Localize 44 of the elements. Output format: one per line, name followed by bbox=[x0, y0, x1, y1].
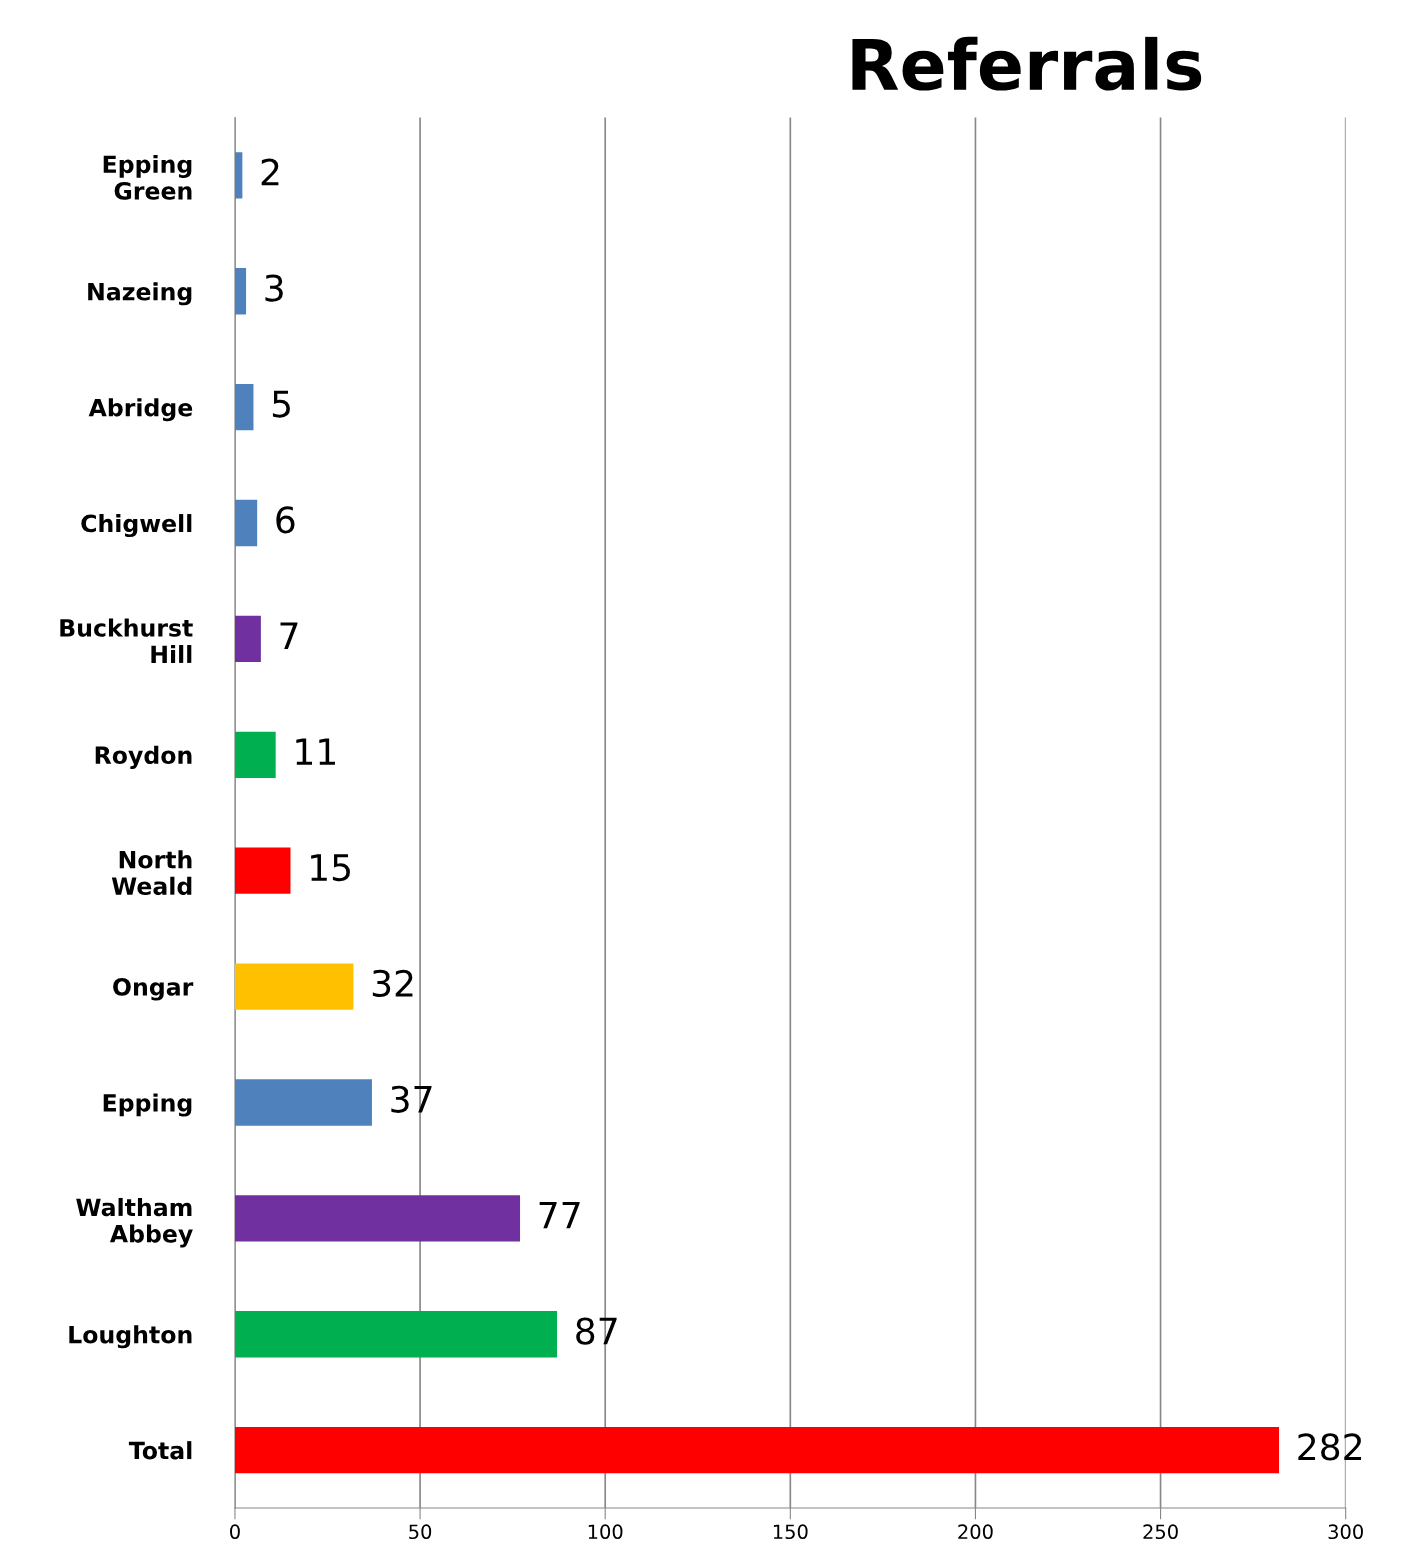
bar bbox=[234, 499, 258, 547]
data-label: 7 bbox=[280, 622, 298, 649]
data-label: 32 bbox=[372, 969, 413, 998]
x-tick-label: 50 bbox=[409, 1524, 432, 1540]
y-tick-label: Ongar bbox=[113, 977, 194, 1001]
y-tick-label: Epping Green bbox=[103, 154, 192, 200]
x-tick-label: 150 bbox=[773, 1524, 808, 1540]
bar bbox=[234, 1079, 372, 1126]
y-tick-label: Epping bbox=[103, 1093, 192, 1117]
data-label: 87 bbox=[576, 1317, 617, 1345]
y-tick-label: Nazeing bbox=[88, 282, 192, 306]
x-tick-label: 0 bbox=[230, 1524, 240, 1540]
data-label: 5 bbox=[272, 390, 290, 418]
bar bbox=[234, 268, 247, 315]
x-tick-label: 200 bbox=[958, 1524, 993, 1540]
y-tick-label: Roydon bbox=[95, 745, 192, 769]
data-label: 15 bbox=[311, 854, 350, 882]
data-label: 37 bbox=[391, 1085, 432, 1113]
bar bbox=[234, 152, 243, 199]
x-tick-label: 100 bbox=[588, 1524, 623, 1540]
bar bbox=[234, 731, 276, 778]
y-tick-label: North Weald bbox=[111, 850, 192, 896]
bar bbox=[234, 1426, 1280, 1474]
data-label: 3 bbox=[265, 274, 283, 302]
y-tick-label: Buckhurst Hill bbox=[60, 618, 193, 663]
bar bbox=[234, 1195, 521, 1242]
data-label: 2 bbox=[261, 158, 279, 186]
x-tick-label: 250 bbox=[1143, 1524, 1178, 1540]
bar bbox=[234, 383, 254, 431]
bar bbox=[234, 615, 261, 663]
y-tick-label: Waltham Abbey bbox=[76, 1197, 193, 1248]
y-tick-label: Loughton bbox=[69, 1325, 192, 1349]
data-label: 11 bbox=[296, 738, 335, 765]
y-tick-label: Abridge bbox=[88, 398, 193, 422]
data-label: 282 bbox=[1298, 1433, 1362, 1461]
bar bbox=[234, 847, 291, 894]
y-tick-label: Total bbox=[128, 1441, 192, 1460]
data-label: 77 bbox=[539, 1201, 580, 1229]
chart-title: Referrals bbox=[852, 36, 1202, 91]
x-tick-label: 300 bbox=[1328, 1524, 1363, 1540]
data-label: 6 bbox=[276, 506, 295, 534]
bar bbox=[234, 963, 354, 1010]
y-tick-label: Chigwell bbox=[81, 514, 192, 538]
bar bbox=[234, 1311, 558, 1358]
